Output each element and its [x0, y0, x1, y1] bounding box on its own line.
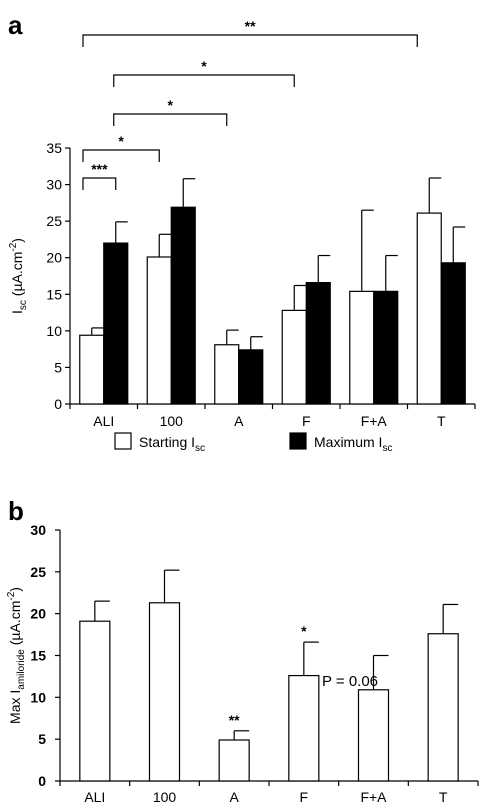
a-bar — [238, 349, 264, 405]
a-significance-label: * — [118, 133, 124, 149]
a-legend-swatch — [289, 432, 307, 450]
a-legend-label: Starting Isc — [139, 434, 205, 454]
b-ylabel-unit: (µA.cm — [7, 601, 23, 650]
a-ylabel-sub: sc — [18, 300, 29, 310]
b-ylabel-end: ) — [7, 587, 23, 592]
a-y-tick-label: 5 — [54, 359, 62, 375]
a-bar — [146, 256, 172, 405]
b-ylabel-main: Max I — [7, 690, 23, 724]
a-significance-label: ** — [245, 18, 256, 34]
b-y-tick-label: 15 — [30, 648, 46, 664]
a-x-tick-label: ALI — [93, 413, 114, 429]
b-x-tick-label: A — [229, 789, 239, 805]
a-significance-bracket — [113, 113, 228, 126]
a-y-tick-label: 15 — [46, 286, 62, 302]
a-significance-label: * — [201, 58, 207, 74]
a-legend-swatch — [114, 432, 132, 450]
b-bar — [427, 633, 459, 782]
a-significance-bracket — [82, 34, 418, 47]
a-ylabel-main: I — [9, 310, 25, 314]
a-ylabel-sup: -2 — [8, 242, 19, 251]
b-x-tick-label: F — [300, 789, 309, 805]
a-x-tick-label: A — [234, 413, 244, 429]
a-y-tick-label: 20 — [46, 250, 62, 266]
b-ylabel-sup: -2 — [6, 591, 17, 600]
b-x-tick-label: F+A — [360, 789, 387, 805]
b-y-axis-label: Max Iamiloride (µA.cm-2) — [6, 587, 27, 724]
a-bar — [170, 206, 196, 405]
a-bar — [349, 290, 375, 405]
b-bar — [148, 602, 181, 782]
b-bar — [218, 739, 250, 782]
a-significance-bracket — [82, 177, 117, 190]
a-legend-sub: sc — [382, 443, 392, 454]
b-bar — [79, 620, 111, 782]
a-significance-bracket — [82, 149, 160, 162]
a-ylabel-end: ) — [9, 238, 25, 243]
a-y-tick-label: 25 — [46, 213, 62, 229]
b-bar — [288, 674, 320, 782]
panel-b-letter: b — [8, 496, 24, 526]
a-legend-name: Starting I — [139, 434, 195, 450]
a-legend-sub: sc — [195, 443, 205, 454]
b-x-tick-label: ALI — [84, 789, 105, 805]
b-bar-significance-label: * — [301, 623, 307, 639]
b-x-tick-label: 100 — [153, 789, 177, 805]
b-y-tick-label: 0 — [38, 773, 46, 789]
a-y-axis-label: Isc (µA.cm-2) — [8, 238, 29, 314]
a-bar — [79, 334, 105, 405]
a-x-tick-label: 100 — [160, 413, 184, 429]
a-x-tick-label: F — [302, 413, 311, 429]
a-y-tick-label: 30 — [46, 177, 62, 193]
a-y-tick-label: 10 — [46, 323, 62, 339]
a-significance-bracket — [113, 74, 295, 87]
a-ylabel-unit: (µA.cm — [9, 252, 25, 301]
b-bar-significance-label: ** — [229, 712, 240, 728]
a-bar — [373, 290, 399, 405]
a-bar — [214, 344, 240, 405]
panel-a-letter: a — [8, 10, 23, 40]
a-bar — [416, 212, 442, 405]
a-bar — [440, 262, 466, 405]
a-significance-label: * — [168, 97, 174, 113]
b-p-value-annotation: P = 0.06 — [322, 673, 378, 690]
b-y-tick-label: 10 — [30, 689, 46, 705]
a-significance-label: *** — [91, 161, 108, 177]
a-x-tick-label: F+A — [361, 413, 388, 429]
a-y-tick-label: 35 — [46, 140, 62, 156]
a-bar — [281, 309, 307, 405]
a-bar — [305, 281, 331, 405]
a-legend-label: Maximum Isc — [314, 434, 392, 454]
b-y-tick-label: 20 — [30, 606, 46, 622]
b-ylabel-sub: amiloride — [16, 649, 27, 690]
a-y-tick-label: 0 — [54, 396, 62, 412]
a-bar — [103, 242, 129, 405]
a-x-tick-label: T — [437, 413, 446, 429]
b-y-tick-label: 25 — [30, 564, 46, 580]
b-y-tick-label: 5 — [38, 731, 46, 747]
b-bar — [357, 689, 390, 782]
b-y-tick-label: 30 — [30, 522, 46, 538]
chart-b: 0 5 10 15 20 25 30 ALI 100 A ** F * F+A T P = 0.06 Max I… — [6, 522, 479, 805]
a-legend-name: Maximum I — [314, 434, 382, 450]
b-x-tick-label: T — [439, 789, 448, 805]
